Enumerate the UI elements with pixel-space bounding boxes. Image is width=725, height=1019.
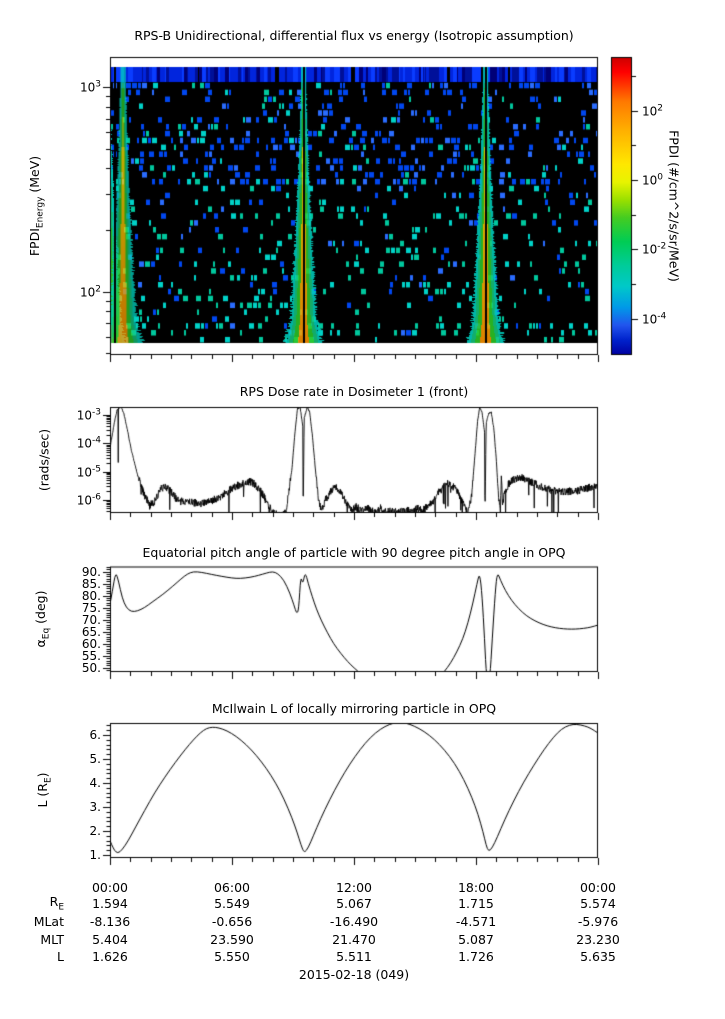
dose-axis-tick-label: 10-5 [76,464,101,480]
time-axis-label: 06:00 [213,879,251,895]
ephemeris-value: -0.656 [211,913,253,929]
mcilwain-l-title: McIlwain L of locally mirroring particle… [211,701,497,716]
ephemeris-value: 1.726 [458,948,494,964]
pitch-axis-tick-label: 55. [81,648,101,663]
dose-axis-tick-label: 10-4 [76,435,101,451]
ephemeris-value: 5.087 [458,931,494,947]
time-axis-label: 00:00 [91,879,129,895]
time-axis-label: 12:00 [335,879,373,895]
dose-axis-tick-label: 10-6 [76,492,101,508]
dose-rate-ylabel: (rads/sec) [36,428,52,492]
ephemeris-value: 23.230 [576,931,620,947]
l-axis-tick-label: 3. [89,800,101,814]
ephemeris-value: 5.635 [580,948,616,964]
ephemeris-row-label: L [57,948,64,964]
pitch-axis-tick-label: 60. [81,636,101,651]
pitch-axis-tick-label: 80. [81,588,101,603]
pitch-axis-tick-label: 90. [81,564,101,579]
dose-rate-title: RPS Dose rate in Dosimeter 1 (front) [239,384,469,399]
ephemeris-value: 5.067 [336,895,372,911]
ephemeris-row-label: MLat [33,913,64,929]
ephemeris-value: -16.490 [329,913,379,929]
time-axis-label: 18:00 [457,879,495,895]
ephemeris-value: 23.590 [210,931,254,947]
date-label: 2015-02-18 (049) [298,967,410,982]
l-axis-tick-label: 2. [89,824,101,838]
energy-axis-tick-label: 103 [79,79,101,95]
ephemeris-value: 1.715 [458,895,494,911]
ephemeris-value: 5.549 [214,895,250,911]
pitch-angle-title: Equatorial pitch angle of particle with … [142,545,566,560]
ephemeris-value: 5.404 [92,931,128,947]
colorbar-tick-label: 102 [642,103,664,119]
ephemeris-value: 1.626 [92,948,128,964]
pitch-axis-tick-label: 65. [81,624,101,639]
spectrogram-ylabel: FPDIEnergy (MeV) [26,155,46,257]
ephemeris-value: -4.571 [455,913,497,929]
ephemeris-value: 1.594 [92,895,128,911]
spectrogram-title: RPS-B Unidirectional, differential flux … [134,28,574,43]
energy-axis-tick-label: 102 [79,284,101,300]
l-axis-tick-label: 4. [89,776,101,790]
pitch-axis-tick-label: 75. [81,600,101,615]
l-axis-tick-label: 6. [89,728,101,742]
pitch-axis-tick-label: 85. [81,576,101,591]
l-axis-tick-label: 5. [89,752,101,766]
ephemeris-value: 5.511 [336,948,372,964]
colorbar-label: FPDI (#/cm^2/s/sr/MeV) [666,130,682,282]
dose-axis-tick-label: 10-3 [76,407,101,423]
pitch-axis-tick-label: 70. [81,612,101,627]
ephemeris-value: 5.574 [580,895,616,911]
colorbar-tick-label: 10-4 [642,311,667,327]
colorbar-tick-label: 100 [642,172,664,188]
ephemeris-value: -8.136 [89,913,131,929]
ephemeris-value: 21.470 [332,931,376,947]
colorbar-tick-label: 10-2 [642,241,667,257]
ephemeris-value: 5.550 [214,948,250,964]
ephemeris-row-label: MLT [40,931,64,947]
pitch-axis-tick-label: 50. [81,660,101,675]
pitch-angle-ylabel: αEq (deg) [32,590,52,648]
time-axis-label: 00:00 [579,879,617,895]
ephemeris-row-label: RE [49,893,64,913]
mcilwain-l-ylabel: L (RE) [34,772,54,808]
l-axis-tick-label: 1. [89,848,101,862]
ephemeris-value: -5.976 [577,913,619,929]
